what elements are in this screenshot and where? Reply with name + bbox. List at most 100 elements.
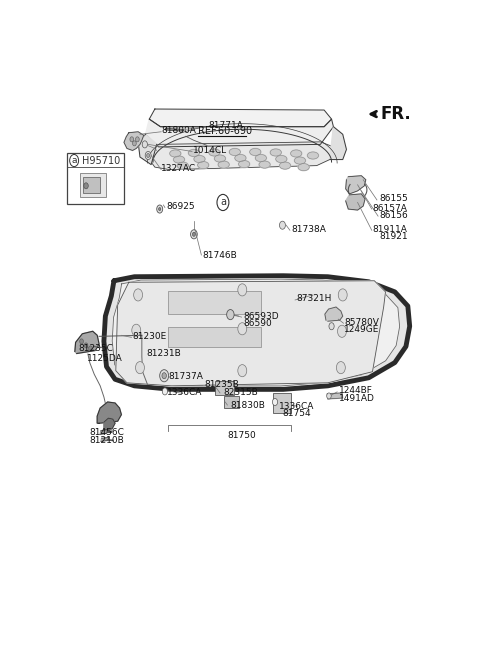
Circle shape <box>147 154 150 157</box>
Circle shape <box>158 207 161 211</box>
Polygon shape <box>138 134 156 165</box>
Text: 81911A: 81911A <box>372 225 408 234</box>
Circle shape <box>327 393 331 399</box>
Polygon shape <box>327 393 343 399</box>
Ellipse shape <box>218 161 229 168</box>
Bar <box>216 380 234 395</box>
Circle shape <box>338 289 347 301</box>
Polygon shape <box>104 276 410 390</box>
Ellipse shape <box>229 148 240 155</box>
Circle shape <box>279 221 286 229</box>
Polygon shape <box>116 281 385 386</box>
Polygon shape <box>149 109 332 127</box>
Circle shape <box>162 373 167 379</box>
Bar <box>84 176 100 193</box>
Polygon shape <box>147 142 334 170</box>
Bar <box>225 396 240 408</box>
Polygon shape <box>75 331 99 354</box>
Circle shape <box>336 361 345 374</box>
Circle shape <box>130 137 133 142</box>
Circle shape <box>238 284 247 296</box>
Circle shape <box>337 325 347 337</box>
Text: 81235C: 81235C <box>79 344 113 354</box>
Text: 86157A: 86157A <box>372 203 408 213</box>
Circle shape <box>132 324 141 337</box>
Ellipse shape <box>235 155 246 161</box>
Circle shape <box>273 398 277 405</box>
Circle shape <box>84 343 88 348</box>
Text: 81456C: 81456C <box>90 428 125 438</box>
Polygon shape <box>346 194 365 210</box>
Ellipse shape <box>279 162 290 169</box>
Text: 1336CA: 1336CA <box>167 388 203 397</box>
Bar <box>67 154 124 204</box>
Text: 81738A: 81738A <box>291 225 326 234</box>
Text: 86593D: 86593D <box>243 312 279 321</box>
Polygon shape <box>100 430 108 434</box>
Circle shape <box>329 323 334 330</box>
Ellipse shape <box>276 155 287 163</box>
Circle shape <box>84 183 88 189</box>
Text: 81800A: 81800A <box>161 126 196 134</box>
Circle shape <box>132 141 136 146</box>
Circle shape <box>157 205 163 213</box>
Circle shape <box>142 141 147 148</box>
Ellipse shape <box>239 161 250 168</box>
Circle shape <box>227 310 234 319</box>
Text: 1244BF: 1244BF <box>339 386 373 396</box>
Text: REF.60-690: REF.60-690 <box>198 127 252 136</box>
Circle shape <box>80 339 84 344</box>
Text: 81921: 81921 <box>379 232 408 241</box>
Circle shape <box>238 365 247 377</box>
Polygon shape <box>325 307 343 321</box>
Text: 85780V: 85780V <box>345 318 380 327</box>
Ellipse shape <box>177 162 188 169</box>
Text: 86155: 86155 <box>379 194 408 203</box>
Text: 1249GE: 1249GE <box>344 325 379 334</box>
Polygon shape <box>104 418 115 430</box>
Polygon shape <box>112 279 400 386</box>
Text: 81737A: 81737A <box>168 372 204 381</box>
Polygon shape <box>97 402 121 423</box>
Polygon shape <box>346 176 366 194</box>
Bar <box>80 173 106 197</box>
Ellipse shape <box>250 148 261 155</box>
Circle shape <box>192 232 195 236</box>
Circle shape <box>191 230 197 239</box>
Ellipse shape <box>270 149 281 156</box>
Ellipse shape <box>170 150 181 157</box>
Text: 81746B: 81746B <box>202 251 237 260</box>
Text: FR.: FR. <box>381 105 411 123</box>
Text: 86590: 86590 <box>243 319 272 328</box>
Text: 81210B: 81210B <box>90 436 124 445</box>
Circle shape <box>89 346 92 351</box>
Ellipse shape <box>259 161 270 168</box>
Polygon shape <box>124 132 144 150</box>
Ellipse shape <box>188 150 200 157</box>
Text: a: a <box>72 156 77 165</box>
Circle shape <box>145 152 151 159</box>
Text: 81230E: 81230E <box>132 332 167 341</box>
Text: 81754: 81754 <box>282 409 311 418</box>
Text: 81750: 81750 <box>228 432 256 440</box>
Ellipse shape <box>215 155 226 162</box>
Ellipse shape <box>194 155 205 163</box>
Text: 82315B: 82315B <box>223 388 258 397</box>
Text: 86156: 86156 <box>379 211 408 220</box>
Text: 81231B: 81231B <box>146 349 181 358</box>
Text: 1336CA: 1336CA <box>279 401 314 411</box>
Ellipse shape <box>291 150 302 157</box>
Circle shape <box>162 388 168 395</box>
Text: a: a <box>220 197 226 207</box>
Text: 1125DA: 1125DA <box>87 354 122 363</box>
Text: 81235B: 81235B <box>204 380 239 389</box>
Ellipse shape <box>198 161 209 169</box>
Text: H95710: H95710 <box>82 155 120 165</box>
Text: 86925: 86925 <box>166 201 195 211</box>
Text: 81771A: 81771A <box>208 121 243 130</box>
Circle shape <box>135 361 144 374</box>
Circle shape <box>160 370 168 382</box>
Polygon shape <box>101 438 109 441</box>
Bar <box>168 327 261 348</box>
Ellipse shape <box>307 152 319 159</box>
